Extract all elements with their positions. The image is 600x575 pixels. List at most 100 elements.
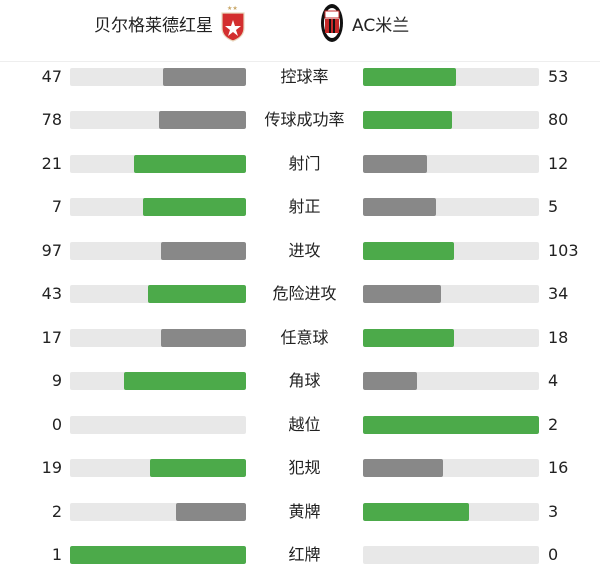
home-bar (70, 372, 246, 391)
away-value: 16 (548, 458, 569, 478)
home-value: 43 (41, 284, 62, 304)
red-star-crest-icon: ★★ (221, 5, 245, 42)
match-header: 贝尔格莱德红星 ★★ AC米兰 (0, 0, 600, 62)
away-bar-fill (363, 372, 418, 391)
home-bar-fill (134, 154, 246, 173)
home-value: 78 (41, 110, 62, 130)
stat-label: 角球 (288, 371, 321, 391)
home-value: 1 (51, 544, 62, 564)
home-bar (70, 285, 246, 304)
stat-row: 9 角球 4 (0, 371, 600, 391)
away-bar (363, 241, 539, 260)
home-value: 9 (51, 371, 62, 391)
home-bar-fill (163, 68, 246, 86)
stat-label: 红牌 (288, 544, 321, 564)
home-bar-fill (159, 111, 246, 130)
stat-label: 控球率 (280, 67, 329, 86)
home-bar-fill (160, 328, 246, 347)
away-bar (363, 68, 539, 86)
stat-label: 黄牌 (288, 501, 321, 521)
home-value: 97 (41, 240, 62, 260)
svg-text:★★: ★★ (227, 5, 238, 12)
stat-label: 犯规 (288, 458, 321, 478)
home-bar (70, 111, 246, 130)
stat-row: 19 犯规 16 (0, 458, 600, 478)
stat-row: 97 进攻 103 (0, 241, 600, 261)
home-value: 2 (51, 501, 62, 521)
home-bar-fill (124, 372, 246, 391)
away-bar-fill (363, 459, 444, 478)
stat-row: 43 危险进攻 34 (0, 284, 600, 304)
away-value: 3 (548, 501, 559, 521)
stat-row: 78 传球成功率 80 (0, 110, 600, 130)
away-bar-fill (363, 111, 453, 130)
away-bar-fill (363, 502, 469, 521)
away-bar (363, 285, 539, 304)
stat-label: 越位 (288, 414, 321, 434)
stat-row: 2 黄牌 3 (0, 502, 600, 522)
away-value: 12 (548, 153, 569, 173)
away-bar (363, 459, 539, 478)
away-bar (363, 154, 539, 173)
home-bar (70, 415, 246, 434)
stat-label: 进攻 (288, 240, 321, 260)
ac-milan-crest-icon (321, 4, 343, 42)
away-bar (363, 502, 539, 521)
home-bar-fill (70, 545, 246, 564)
home-bar (70, 154, 246, 173)
away-bar-fill (363, 285, 441, 304)
away-value: 53 (548, 67, 569, 86)
home-value: 7 (51, 197, 62, 217)
away-value: 0 (548, 544, 559, 564)
home-value: 21 (41, 153, 62, 173)
away-value: 2 (548, 414, 559, 434)
away-bar-fill (363, 68, 457, 86)
away-bar (363, 545, 539, 564)
away-value: 4 (548, 371, 559, 391)
home-bar-fill (150, 459, 246, 478)
away-value: 34 (548, 284, 569, 304)
away-value: 80 (548, 110, 569, 130)
away-value: 5 (548, 197, 559, 217)
stat-label: 射正 (288, 197, 321, 217)
stat-row: 1 红牌 0 (0, 545, 600, 565)
away-value: 103 (548, 240, 579, 260)
away-bar-fill (363, 415, 539, 434)
away-bar (363, 198, 539, 217)
home-bar-fill (160, 241, 246, 260)
away-bar (363, 328, 539, 347)
away-team: AC米兰 (320, 4, 410, 42)
stat-row: 47 控球率 53 (0, 67, 600, 87)
away-value: 18 (548, 327, 569, 347)
away-team-name: AC米兰 (352, 15, 410, 36)
away-bar-fill (363, 154, 427, 173)
home-bar-fill (143, 198, 246, 217)
home-bar (70, 328, 246, 347)
stat-label: 传球成功率 (264, 110, 345, 130)
stat-row: 21 射门 12 (0, 154, 600, 174)
home-bar (70, 502, 246, 521)
home-value: 17 (41, 327, 62, 347)
stat-label: 危险进攻 (272, 284, 337, 304)
away-bar (363, 415, 539, 434)
home-value: 47 (41, 67, 62, 86)
home-team-name: 贝尔格莱德红星 (94, 15, 213, 36)
home-bar-fill (175, 502, 246, 521)
away-bar-fill (363, 328, 454, 347)
home-bar (70, 459, 246, 478)
stat-label: 任意球 (280, 327, 329, 347)
home-team: 贝尔格莱德红星 ★★ (94, 5, 245, 42)
stat-row: 7 射正 5 (0, 197, 600, 217)
home-value: 0 (51, 414, 62, 434)
away-bar-fill (363, 198, 437, 217)
home-bar (70, 545, 246, 564)
stat-row: 0 越位 2 (0, 415, 600, 435)
home-value: 19 (41, 458, 62, 478)
away-bar (363, 111, 539, 130)
home-bar (70, 68, 246, 86)
stat-label: 射门 (288, 153, 321, 173)
away-bar-fill (363, 241, 454, 260)
home-bar (70, 241, 246, 260)
stat-row: 17 任意球 18 (0, 328, 600, 348)
home-bar (70, 198, 246, 217)
